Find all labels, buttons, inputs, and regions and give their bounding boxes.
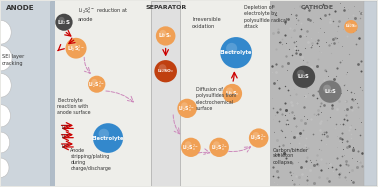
FancyBboxPatch shape [151,1,180,186]
Text: Li$_2$S$_x$: Li$_2$S$_x$ [345,23,357,30]
Circle shape [226,43,237,54]
Circle shape [177,99,197,118]
Circle shape [323,85,331,92]
Circle shape [154,60,177,82]
Circle shape [156,26,175,46]
Text: Li$_2$S$_x^{2-}$: Li$_2$S$_x^{2-}$ [250,133,267,143]
FancyBboxPatch shape [180,1,270,186]
Circle shape [93,123,123,153]
Text: SEPARATOR: SEPARATOR [145,5,186,10]
Text: ANODE: ANODE [6,5,35,11]
Ellipse shape [0,105,11,127]
Text: Li$_2$S$_x^{2-}$: Li$_2$S$_x^{2-}$ [88,79,105,90]
Text: Li$_2$S: Li$_2$S [324,87,337,96]
FancyBboxPatch shape [55,1,151,186]
Text: Li$_2$S$_x^{2-}$ reduction at
anode: Li$_2$S$_x^{2-}$ reduction at anode [78,5,129,22]
Text: Li$^+$: Li$^+$ [61,132,70,141]
FancyBboxPatch shape [1,1,50,186]
Circle shape [160,30,166,37]
Text: Li$_2$S$_x^{2-}$: Li$_2$S$_x^{2-}$ [178,103,196,114]
Text: Irreversible
oxidation: Irreversible oxidation [192,17,221,29]
Text: Li$_2$S$_x$: Li$_2$S$_x$ [158,32,173,40]
Circle shape [249,128,268,148]
FancyBboxPatch shape [364,1,377,186]
Circle shape [209,138,229,157]
Circle shape [220,37,252,68]
Text: Li$^+$: Li$^+$ [61,142,70,151]
Text: Li$_2$S$_x^{2-}$: Li$_2$S$_x^{2-}$ [211,142,228,153]
Circle shape [185,141,192,148]
Circle shape [223,84,242,103]
Circle shape [181,138,201,157]
Ellipse shape [0,158,9,177]
Text: Li$_2$S: Li$_2$S [57,18,71,27]
Circle shape [297,70,305,78]
Text: SEI layer
cracking: SEI layer cracking [2,54,25,66]
Text: Carbon/binder
skeleton
collapse: Carbon/binder skeleton collapse [273,147,308,165]
Circle shape [319,81,342,103]
Circle shape [70,42,77,49]
Text: Li$_2$S$_x^{2-}$: Li$_2$S$_x^{2-}$ [67,43,85,54]
Circle shape [253,132,259,139]
Circle shape [158,64,166,72]
Circle shape [344,20,358,33]
Text: Li$_2$S$_x^{2-}$: Li$_2$S$_x^{2-}$ [182,142,200,153]
Text: Anode
stripping/plating
during
charge/discharge: Anode stripping/plating during charge/di… [70,148,111,171]
Ellipse shape [0,20,11,44]
Circle shape [88,76,105,93]
Circle shape [59,17,65,23]
Circle shape [55,14,73,31]
FancyBboxPatch shape [270,1,364,186]
Circle shape [293,66,315,88]
Text: Diffusion of
polysulfides from
electrochemical
surface: Diffusion of polysulfides from electroch… [196,87,236,111]
Text: Electrolyte: Electrolyte [92,136,124,141]
Text: Depletion of
electrolyte by
polysulfide radical
attack: Depletion of electrolyte by polysulfide … [243,5,287,29]
Circle shape [91,79,98,85]
Circle shape [181,102,188,109]
Text: Li$_2$SO$_x$: Li$_2$SO$_x$ [157,68,174,75]
Circle shape [65,38,87,59]
Circle shape [99,129,109,139]
Text: Li$_2$S$_x$: Li$_2$S$_x$ [225,89,240,98]
FancyBboxPatch shape [50,1,55,186]
Circle shape [226,87,233,94]
Ellipse shape [0,132,10,153]
Ellipse shape [0,73,11,97]
Text: Electrolyte: Electrolyte [220,50,253,55]
Circle shape [347,22,352,27]
Text: Li$_2$S: Li$_2$S [297,72,310,81]
Circle shape [213,141,220,148]
Text: CATHODE: CATHODE [301,5,333,10]
Text: Li$^+$: Li$^+$ [61,123,70,132]
Text: Electrolyte
reaction with
anode surface: Electrolyte reaction with anode surface [57,98,91,115]
Ellipse shape [0,46,12,71]
